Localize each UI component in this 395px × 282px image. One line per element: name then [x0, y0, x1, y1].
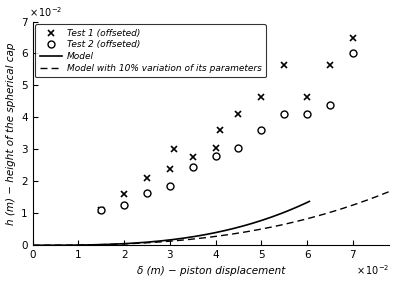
Text: $\times\,10^{-2}$: $\times\,10^{-2}$ — [356, 263, 389, 277]
Model — [263, 217, 268, 221]
Test 1 (offseted) — [305, 95, 309, 98]
Test 2 (offseted) — [327, 103, 332, 106]
Test 1 (offseted) — [145, 177, 149, 180]
Test 2 (offseted) — [305, 113, 309, 116]
Line: Model: Model — [33, 201, 309, 245]
Test 1 (offseted) — [282, 63, 287, 66]
Test 1 (offseted) — [236, 113, 241, 116]
Model with 10% variation of its parameters — [354, 202, 358, 206]
Test 2 (offseted) — [259, 129, 264, 132]
Test 2 (offseted) — [167, 184, 172, 188]
Test 2 (offseted) — [282, 113, 287, 116]
Model with 10% variation of its parameters — [30, 244, 35, 247]
Model with 10% variation of its parameters — [32, 244, 36, 247]
Test 2 (offseted) — [213, 154, 218, 157]
Model — [195, 234, 200, 238]
Y-axis label: h (m) − height of the spherical cap: h (m) − height of the spherical cap — [6, 42, 15, 225]
Text: $\times\,10^{-2}$: $\times\,10^{-2}$ — [29, 5, 62, 19]
Model with 10% variation of its parameters — [331, 210, 336, 213]
Test 1 (offseted) — [213, 146, 218, 149]
Test 1 (offseted) — [218, 129, 222, 132]
Legend: Test 1 (offseted), Test 2 (offseted), Model, Model with 10% variation of its par: Test 1 (offseted), Test 2 (offseted), Mo… — [35, 24, 266, 77]
Model — [199, 233, 204, 237]
Line: Model with 10% variation of its parameters: Model with 10% variation of its paramete… — [33, 191, 389, 245]
X-axis label: δ (m) − piston displacement: δ (m) − piston displacement — [137, 266, 285, 276]
Test 1 (offseted) — [167, 167, 172, 170]
Test 2 (offseted) — [145, 191, 149, 194]
Model with 10% variation of its parameters — [243, 230, 247, 234]
Model — [281, 211, 286, 214]
Line: Test 2 (offseted): Test 2 (offseted) — [98, 50, 356, 213]
Model with 10% variation of its parameters — [241, 230, 246, 234]
Model with 10% variation of its parameters — [387, 190, 392, 193]
Test 2 (offseted) — [190, 165, 195, 169]
Model — [30, 244, 35, 247]
Model — [307, 200, 312, 203]
Test 1 (offseted) — [350, 36, 355, 39]
Test 1 (offseted) — [190, 156, 195, 159]
Test 2 (offseted) — [99, 208, 103, 212]
Line: Test 1 (offseted): Test 1 (offseted) — [98, 34, 356, 213]
Model with 10% variation of its parameters — [248, 229, 253, 233]
Test 1 (offseted) — [99, 208, 103, 212]
Model — [194, 234, 199, 238]
Test 1 (offseted) — [327, 63, 332, 66]
Test 2 (offseted) — [350, 52, 355, 55]
Test 1 (offseted) — [172, 148, 177, 151]
Model — [31, 244, 36, 247]
Test 2 (offseted) — [236, 146, 241, 149]
Test 1 (offseted) — [259, 95, 264, 98]
Test 1 (offseted) — [122, 192, 126, 196]
Test 2 (offseted) — [122, 204, 126, 207]
